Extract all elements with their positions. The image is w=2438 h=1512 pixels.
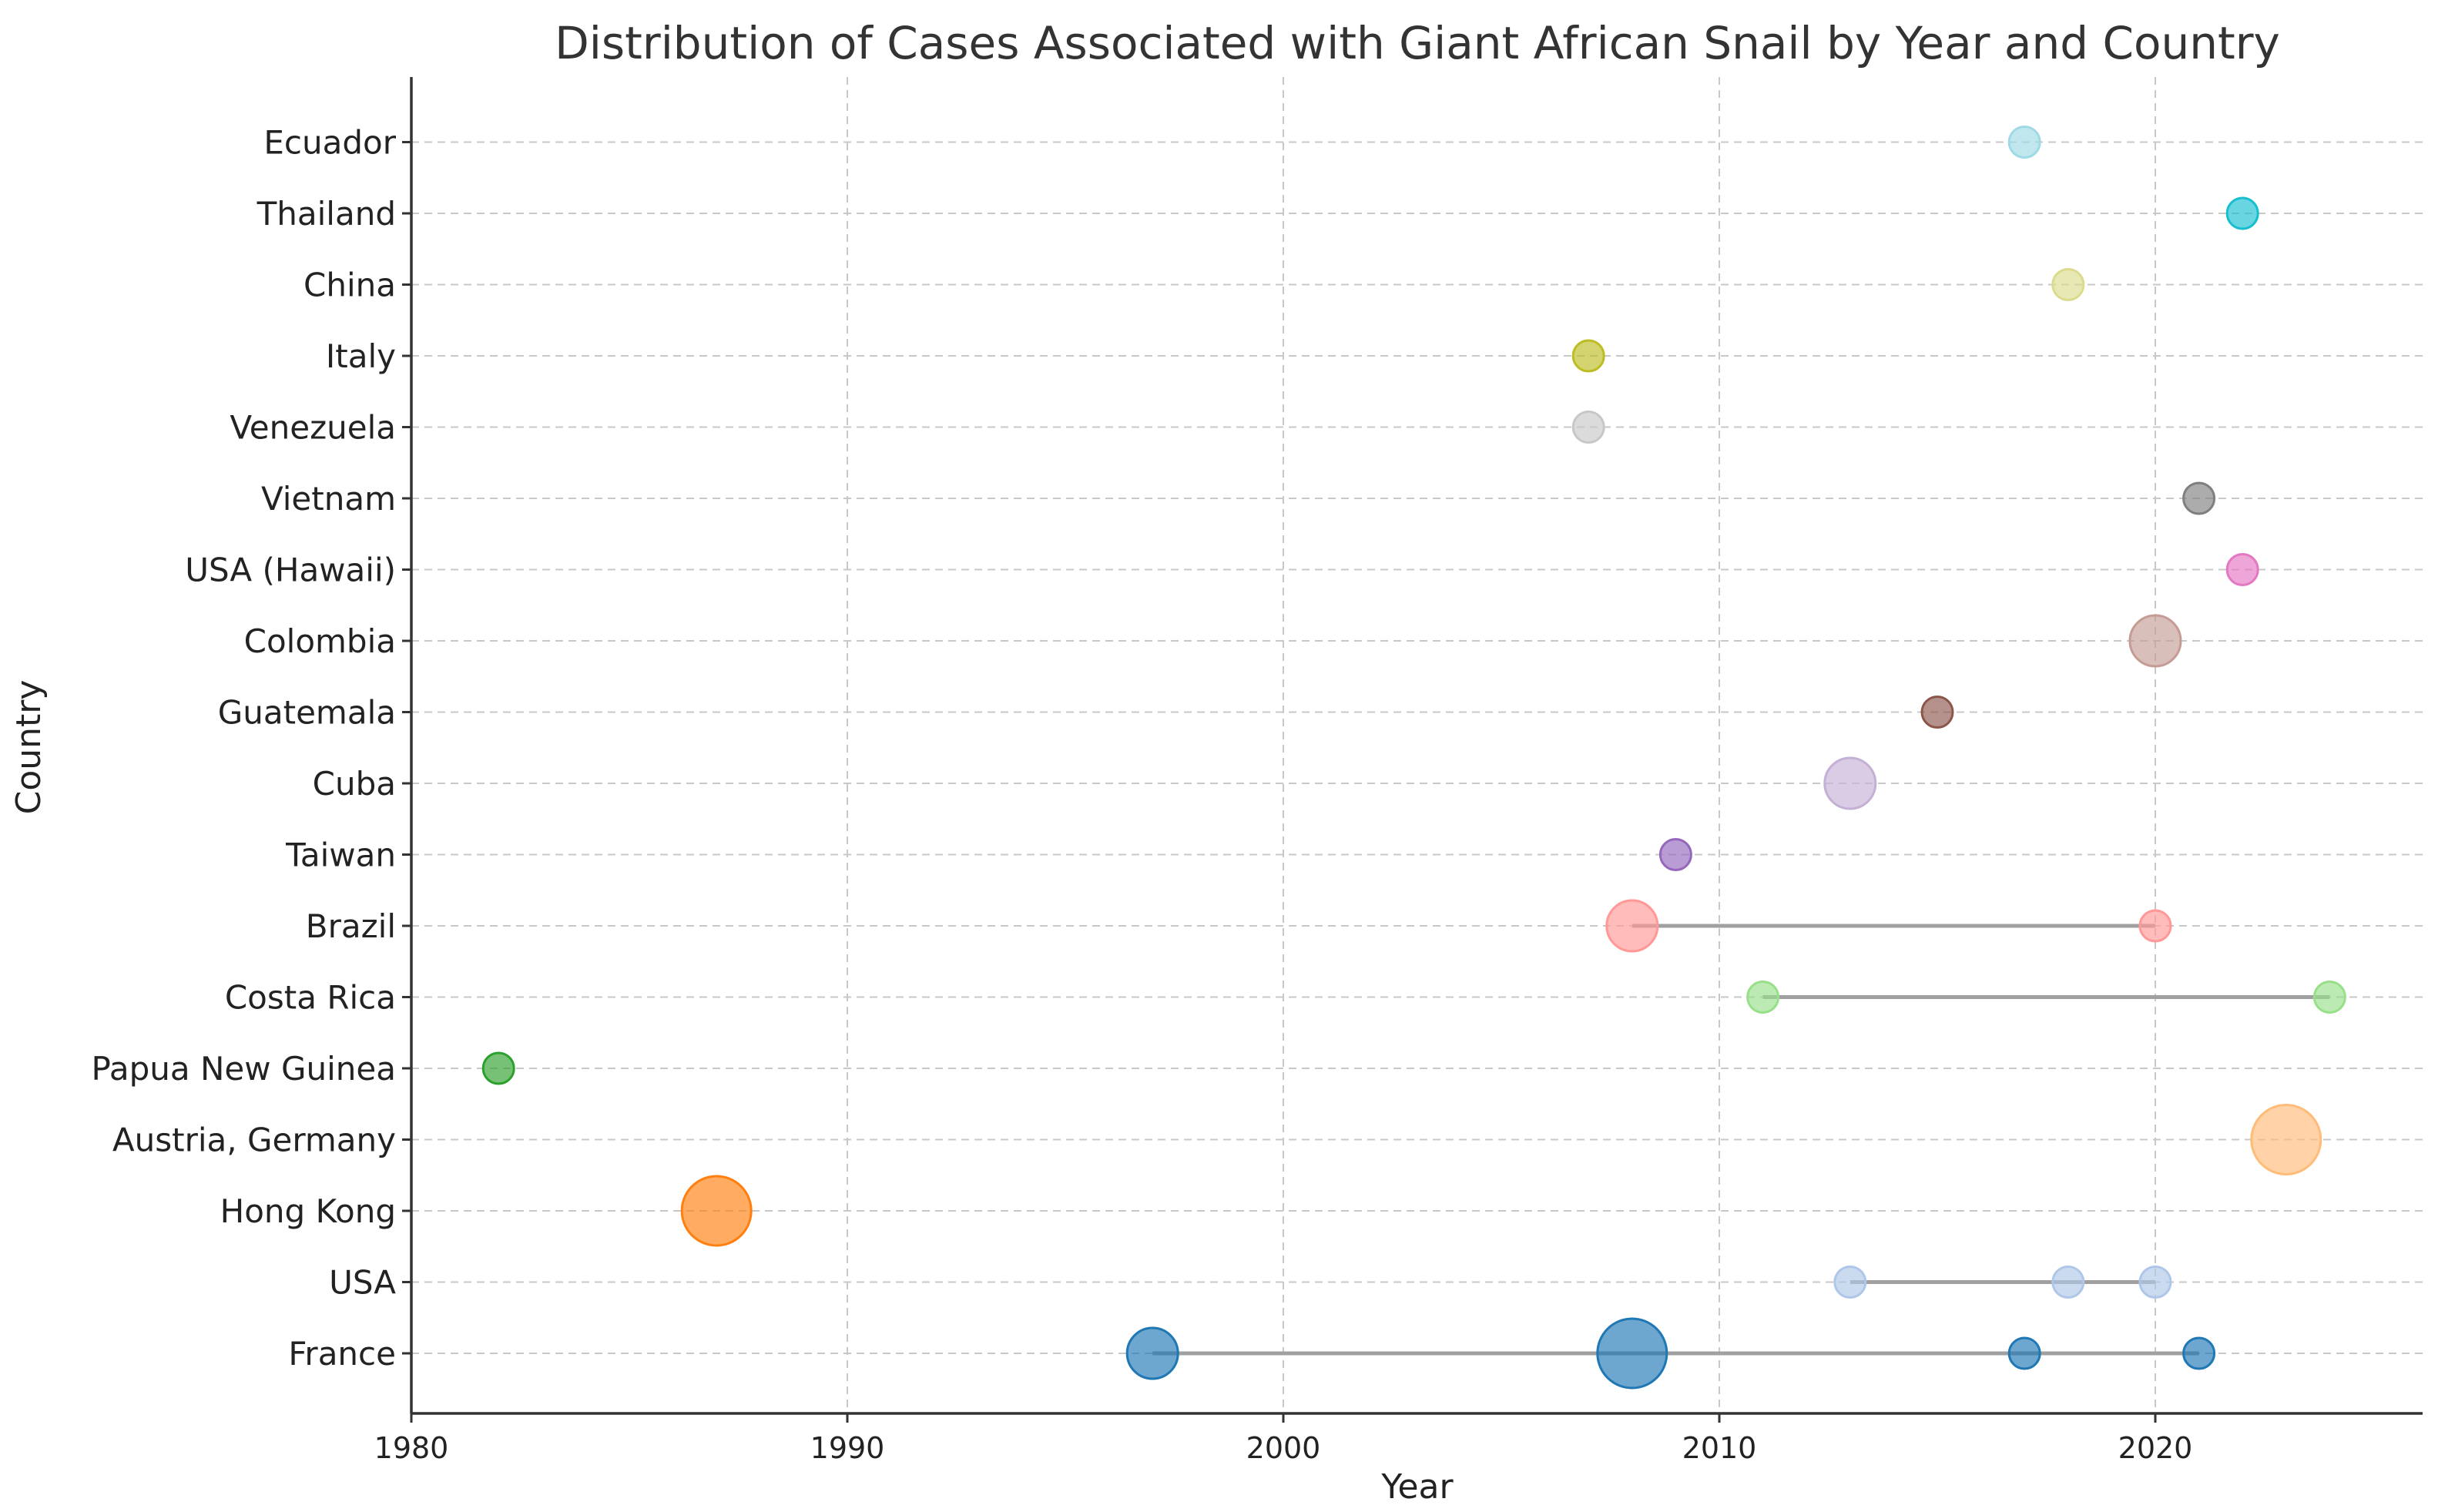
x-tick-labels: 1980 1990 2000 2010 2020 (374, 1413, 2193, 1465)
data-point-vietnam-2021 (2182, 481, 2216, 515)
y-tick-label-italy: Italy (326, 337, 396, 375)
data-point-hong-kong-1987 (680, 1175, 753, 1247)
data-point-china-2018 (2051, 268, 2085, 301)
y-tick-label-taiwan: Taiwan (285, 836, 396, 874)
data-point-italy-2007 (1571, 339, 1605, 373)
data-point-usa-2020 (2138, 1266, 2172, 1299)
data-point-france-2021 (2182, 1336, 2216, 1370)
data-point-brazil-2008 (1605, 899, 1659, 953)
data-point-thailand-2022 (2225, 196, 2259, 230)
data-point-austria-germany-2023 (2250, 1104, 2322, 1175)
data-point-venezuela-2007 (1571, 411, 1605, 444)
data-point-ecuador-2017 (2007, 126, 2041, 159)
y-tick-label-austria-germany: Austria, Germany (112, 1121, 396, 1159)
y-tick-label-usa-hawaii: USA (Hawaii) (185, 551, 396, 589)
data-point-papua-new-guinea-1982 (481, 1051, 515, 1085)
y-tick-label-france: France (288, 1335, 396, 1373)
axis-layer (410, 77, 2423, 1415)
y-tick-label-thailand: Thailand (257, 195, 396, 233)
data-point-taiwan-2009 (1658, 838, 1692, 871)
data-point-france-1997 (1125, 1326, 1179, 1380)
data-point-colombia-2020 (2128, 614, 2182, 668)
data-point-usa-hawaii-2022 (2225, 553, 2259, 586)
y-tick-label-cuba: Cuba (313, 765, 396, 803)
x-tick-label-2010: 2010 (1682, 1431, 1757, 1465)
y-tick-label-hong-kong: Hong Kong (220, 1192, 396, 1230)
y-tick-labels: France USA Hong Kong Austria, Germany Papua … (91, 124, 411, 1373)
x-tick-label-1990: 1990 (810, 1431, 885, 1465)
chart-title: Distribution of Cases Associated with Gi… (555, 17, 2280, 69)
x-axis-label: Year (1380, 1467, 1454, 1507)
y-tick-label-colombia: Colombia (244, 622, 396, 660)
data-point-cuba-2013 (1823, 756, 1877, 810)
data-point-costa-rica-2024 (2312, 981, 2346, 1014)
x-tick-label-2020: 2020 (2118, 1431, 2193, 1465)
y-tick-label-usa: USA (329, 1264, 396, 1302)
data-point-guatemala-2015 (1920, 696, 1954, 729)
point-layer (481, 126, 2346, 1390)
y-tick-label-china: China (303, 267, 396, 304)
y-tick-label-papua-new-guinea: Papua New Guinea (91, 1050, 396, 1088)
grid-layer (411, 77, 2423, 1413)
data-point-usa-2018 (2051, 1266, 2085, 1299)
y-tick-label-vietnam: Vietnam (261, 480, 396, 518)
data-point-costa-rica-2011 (1746, 981, 1780, 1014)
y-tick-label-guatemala: Guatemala (218, 694, 396, 732)
y-tick-label-venezuela: Venezuela (230, 409, 396, 447)
y-tick-label-ecuador: Ecuador (263, 124, 396, 162)
data-point-usa-2013 (1833, 1266, 1867, 1299)
x-tick-label-1980: 1980 (374, 1431, 449, 1465)
y-tick-label-brazil: Brazil (306, 907, 396, 945)
y-axis-label: Country (9, 680, 49, 815)
y-tick-label-costa-rica: Costa Rica (225, 979, 396, 1017)
data-point-france-2008 (1596, 1317, 1668, 1390)
data-point-france-2017 (2007, 1336, 2041, 1370)
data-point-brazil-2020 (2138, 909, 2172, 943)
x-tick-label-2000: 2000 (1246, 1431, 1321, 1465)
